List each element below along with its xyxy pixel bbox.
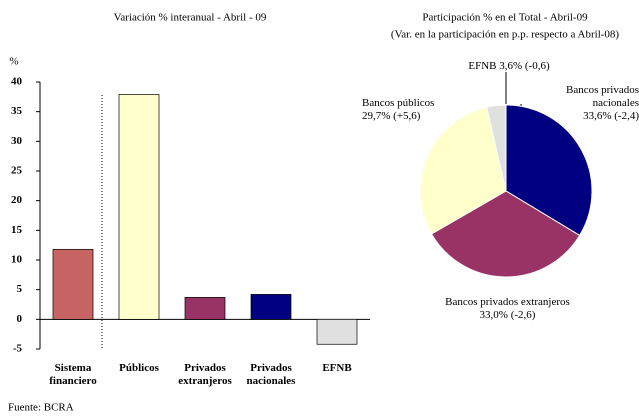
bar [184,297,226,320]
y-tick-label: 10 [11,254,23,266]
y-tick-label: -5 [13,343,23,355]
x-tick-label: Privados extranjeros [178,362,232,387]
bar [250,294,292,320]
pie-title: Participación % en el Total - Abril-09 [422,12,588,24]
y-tick-label: 25 [11,165,23,177]
slice-label: Bancos públicos 29,7% (+5,6) [362,97,457,123]
slice-value: 29,7% (+5,6) [362,110,421,122]
x-tick-label: EFNB [322,362,352,374]
pie-slice [505,104,593,237]
slice-value: 33,0% (-2,6) [479,309,536,321]
y-tick-label: 40 [11,76,23,88]
pie-subtitle: (Var. en la participación en p.p. respec… [391,29,620,41]
slice-label: EFNB 3,6% (-0,6) [444,60,574,73]
slice-name: EFNB [468,60,497,72]
source: Fuente: BCRA [8,402,74,414]
pie-slice [419,106,507,235]
slice-name: Bancos privados nacionales [565,84,639,109]
y-tick-label: 30 [11,135,23,147]
slice-value: 3,6% (-0,6) [499,60,550,72]
bar [52,248,94,320]
x-tick-label: Sistema financiero [49,362,97,387]
x-tick-label: Públicos [119,362,159,374]
slice-name: Bancos públicos [362,97,435,109]
y-tick-label: 20 [11,194,23,206]
y-tick-label: 0 [17,313,23,325]
pie-slice [486,104,507,192]
bar [118,94,160,320]
y-tick-label: 35 [11,105,23,117]
y-tick-label: 15 [11,224,23,236]
y-axis-label: % [9,56,18,68]
x-tick-label: Privados nacionales [246,362,296,387]
slice-value: 33,6% (-2,4) [583,110,639,122]
pie-slice [430,190,581,278]
bar [316,318,358,345]
slice-label: Bancos privados extranjeros 33,0% (-2,6) [440,296,575,322]
bar-title: Variación % interanual - Abril - 09 [114,12,267,24]
slice-label: Bancos privados nacionales 33,6% (-2,4) [559,84,639,123]
slice-name: Bancos privados extranjeros [445,296,570,308]
y-tick-label: 5 [17,283,23,295]
